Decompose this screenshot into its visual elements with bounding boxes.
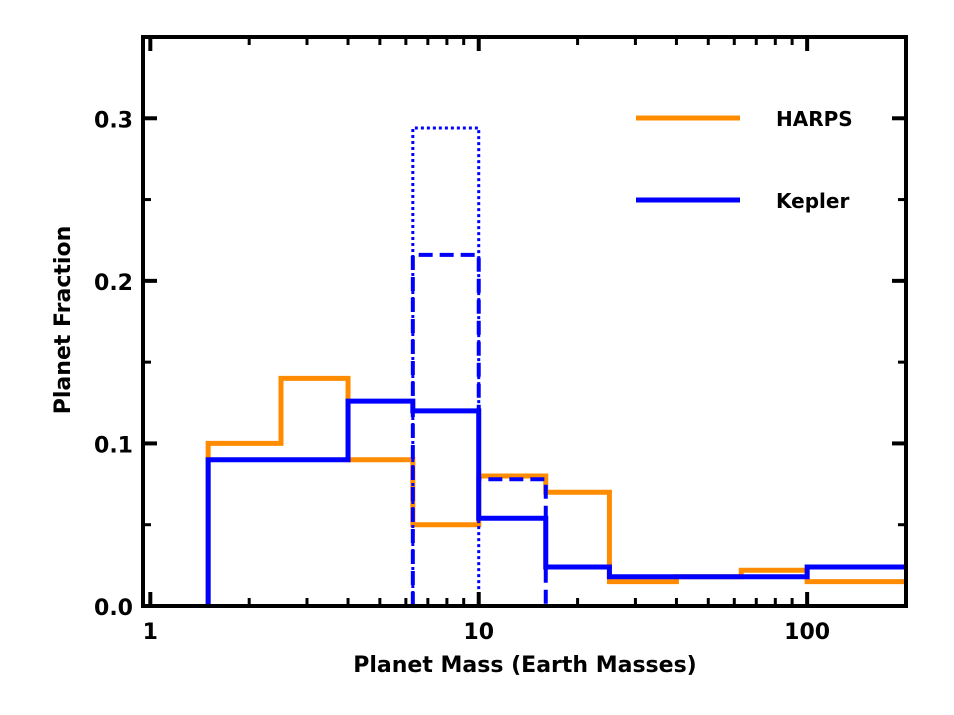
plot-frame [141,35,908,608]
legend: HARPS Kepler [636,107,853,213]
axes-layer: 0.0 0.1 0.2 0.3 1 10 100 [94,35,908,645]
series-0-solid-step-line [205,375,906,606]
x-tick-label: 100 [784,620,830,645]
y-axis-label: Planet Fraction [51,226,76,414]
series-layer [205,126,906,606]
x-tick-label: 1 [143,620,158,645]
y-tick-label: 0.1 [94,433,133,458]
y-tick-label: 0.0 [94,596,133,621]
y-tick-label: 0.3 [94,108,133,133]
legend-label-harps: HARPS [776,107,853,131]
y-tick-label: 0.2 [94,271,133,296]
x-tick-label: 10 [463,620,494,645]
series-3-dotted-step-line [411,126,481,606]
x-axis-label: Planet Mass (Earth Masses) [353,653,696,678]
legend-label-kepler: Kepler [776,189,849,213]
series-1-solid-step-line [205,398,906,606]
